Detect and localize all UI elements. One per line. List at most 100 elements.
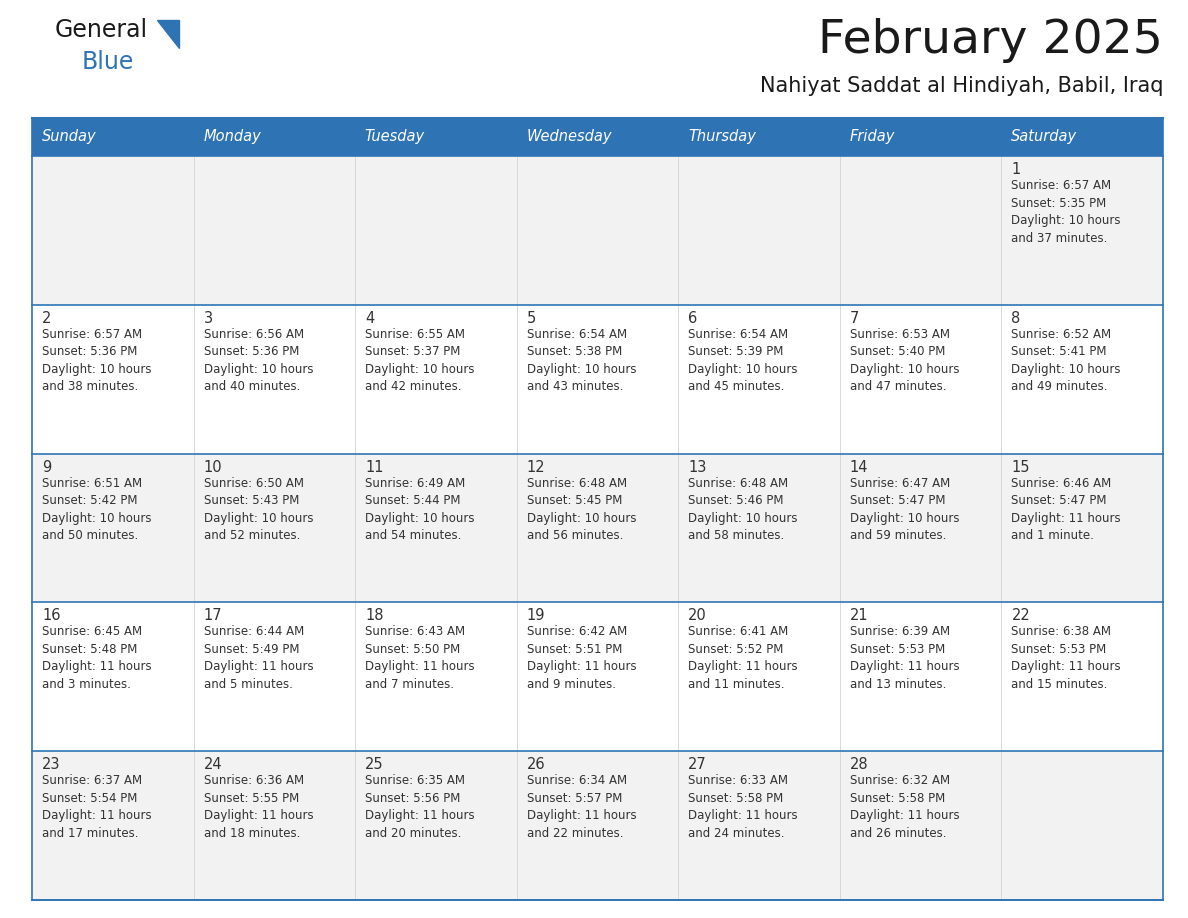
Text: Sunrise: 6:43 AM: Sunrise: 6:43 AM: [365, 625, 466, 638]
Text: Sunset: 5:36 PM: Sunset: 5:36 PM: [42, 345, 138, 358]
Text: and 37 minutes.: and 37 minutes.: [1011, 231, 1107, 244]
Text: Daylight: 11 hours: Daylight: 11 hours: [42, 809, 152, 823]
Text: Sunrise: 6:48 AM: Sunrise: 6:48 AM: [526, 476, 627, 489]
Bar: [678, 118, 840, 156]
Text: Sunset: 5:54 PM: Sunset: 5:54 PM: [42, 791, 138, 805]
Text: 8: 8: [1011, 311, 1020, 326]
Text: Sunrise: 6:41 AM: Sunrise: 6:41 AM: [688, 625, 789, 638]
Bar: [194, 118, 355, 156]
Text: and 18 minutes.: and 18 minutes.: [203, 827, 299, 840]
Bar: [32, 305, 1163, 453]
Text: Daylight: 10 hours: Daylight: 10 hours: [1011, 214, 1121, 227]
Text: Daylight: 10 hours: Daylight: 10 hours: [42, 363, 152, 375]
Text: Sunrise: 6:38 AM: Sunrise: 6:38 AM: [1011, 625, 1112, 638]
Text: Daylight: 10 hours: Daylight: 10 hours: [526, 511, 637, 524]
Text: 1: 1: [1011, 162, 1020, 177]
Text: Sunset: 5:49 PM: Sunset: 5:49 PM: [203, 643, 299, 655]
Text: Sunrise: 6:33 AM: Sunrise: 6:33 AM: [688, 774, 789, 788]
Text: and 47 minutes.: and 47 minutes.: [849, 380, 947, 393]
Text: Sunset: 5:41 PM: Sunset: 5:41 PM: [1011, 345, 1107, 358]
Text: and 52 minutes.: and 52 minutes.: [203, 529, 299, 543]
Text: and 58 minutes.: and 58 minutes.: [688, 529, 784, 543]
Bar: [32, 751, 1163, 900]
Text: Daylight: 11 hours: Daylight: 11 hours: [1011, 511, 1121, 524]
Text: Tuesday: Tuesday: [365, 129, 425, 144]
Text: Sunset: 5:56 PM: Sunset: 5:56 PM: [365, 791, 461, 805]
Text: and 56 minutes.: and 56 minutes.: [526, 529, 623, 543]
Text: and 22 minutes.: and 22 minutes.: [526, 827, 624, 840]
Text: General: General: [55, 18, 148, 42]
Text: Daylight: 10 hours: Daylight: 10 hours: [365, 363, 475, 375]
Text: Daylight: 11 hours: Daylight: 11 hours: [849, 809, 960, 823]
Text: Sunset: 5:43 PM: Sunset: 5:43 PM: [203, 494, 299, 507]
Bar: [32, 156, 1163, 305]
Text: 26: 26: [526, 757, 545, 772]
Text: and 7 minutes.: and 7 minutes.: [365, 677, 454, 691]
Text: Sunrise: 6:57 AM: Sunrise: 6:57 AM: [1011, 179, 1112, 192]
Text: Sunrise: 6:36 AM: Sunrise: 6:36 AM: [203, 774, 304, 788]
Text: 6: 6: [688, 311, 697, 326]
Text: 20: 20: [688, 609, 707, 623]
Text: Daylight: 11 hours: Daylight: 11 hours: [1011, 660, 1121, 674]
Bar: [517, 118, 678, 156]
Text: 15: 15: [1011, 460, 1030, 475]
Text: Sunset: 5:58 PM: Sunset: 5:58 PM: [849, 791, 946, 805]
Text: Sunset: 5:47 PM: Sunset: 5:47 PM: [849, 494, 946, 507]
Text: 27: 27: [688, 757, 707, 772]
Text: and 15 minutes.: and 15 minutes.: [1011, 677, 1107, 691]
Text: Sunset: 5:42 PM: Sunset: 5:42 PM: [42, 494, 138, 507]
Text: and 42 minutes.: and 42 minutes.: [365, 380, 462, 393]
Text: Sunrise: 6:55 AM: Sunrise: 6:55 AM: [365, 328, 466, 341]
Text: Daylight: 10 hours: Daylight: 10 hours: [203, 363, 314, 375]
Text: and 59 minutes.: and 59 minutes.: [849, 529, 946, 543]
Text: and 40 minutes.: and 40 minutes.: [203, 380, 299, 393]
Text: 3: 3: [203, 311, 213, 326]
Text: and 1 minute.: and 1 minute.: [1011, 529, 1094, 543]
Text: Daylight: 10 hours: Daylight: 10 hours: [203, 511, 314, 524]
Text: Sunrise: 6:35 AM: Sunrise: 6:35 AM: [365, 774, 466, 788]
Text: Sunset: 5:48 PM: Sunset: 5:48 PM: [42, 643, 138, 655]
Text: 24: 24: [203, 757, 222, 772]
Text: Daylight: 10 hours: Daylight: 10 hours: [849, 511, 960, 524]
Text: Nahiyat Saddat al Hindiyah, Babil, Iraq: Nahiyat Saddat al Hindiyah, Babil, Iraq: [759, 76, 1163, 96]
Text: 17: 17: [203, 609, 222, 623]
Text: Sunset: 5:50 PM: Sunset: 5:50 PM: [365, 643, 461, 655]
Text: Daylight: 11 hours: Daylight: 11 hours: [526, 809, 637, 823]
Text: Daylight: 10 hours: Daylight: 10 hours: [688, 511, 798, 524]
Text: 23: 23: [42, 757, 61, 772]
Text: Sunrise: 6:54 AM: Sunrise: 6:54 AM: [526, 328, 627, 341]
Text: Sunrise: 6:34 AM: Sunrise: 6:34 AM: [526, 774, 627, 788]
Text: Sunrise: 6:44 AM: Sunrise: 6:44 AM: [203, 625, 304, 638]
Text: Daylight: 11 hours: Daylight: 11 hours: [688, 660, 798, 674]
Text: 7: 7: [849, 311, 859, 326]
Text: Daylight: 11 hours: Daylight: 11 hours: [688, 809, 798, 823]
Text: Sunrise: 6:47 AM: Sunrise: 6:47 AM: [849, 476, 950, 489]
Text: Thursday: Thursday: [688, 129, 756, 144]
Text: February 2025: February 2025: [819, 18, 1163, 63]
Text: and 17 minutes.: and 17 minutes.: [42, 827, 139, 840]
Polygon shape: [157, 20, 179, 48]
Text: Sunrise: 6:54 AM: Sunrise: 6:54 AM: [688, 328, 789, 341]
Text: and 26 minutes.: and 26 minutes.: [849, 827, 947, 840]
Text: Daylight: 11 hours: Daylight: 11 hours: [203, 660, 314, 674]
Text: Daylight: 11 hours: Daylight: 11 hours: [849, 660, 960, 674]
Text: and 24 minutes.: and 24 minutes.: [688, 827, 785, 840]
Text: Sunrise: 6:56 AM: Sunrise: 6:56 AM: [203, 328, 304, 341]
Text: and 54 minutes.: and 54 minutes.: [365, 529, 461, 543]
Text: 4: 4: [365, 311, 374, 326]
Text: and 20 minutes.: and 20 minutes.: [365, 827, 461, 840]
Text: 11: 11: [365, 460, 384, 475]
Text: 10: 10: [203, 460, 222, 475]
Text: Daylight: 10 hours: Daylight: 10 hours: [688, 363, 798, 375]
Text: Friday: Friday: [849, 129, 895, 144]
Text: Daylight: 11 hours: Daylight: 11 hours: [526, 660, 637, 674]
Text: Saturday: Saturday: [1011, 129, 1078, 144]
Bar: [32, 453, 1163, 602]
Text: Sunrise: 6:45 AM: Sunrise: 6:45 AM: [42, 625, 143, 638]
Text: and 49 minutes.: and 49 minutes.: [1011, 380, 1108, 393]
Text: Sunrise: 6:46 AM: Sunrise: 6:46 AM: [1011, 476, 1112, 489]
Text: and 45 minutes.: and 45 minutes.: [688, 380, 784, 393]
Text: 28: 28: [849, 757, 868, 772]
Text: 2: 2: [42, 311, 51, 326]
Text: 9: 9: [42, 460, 51, 475]
